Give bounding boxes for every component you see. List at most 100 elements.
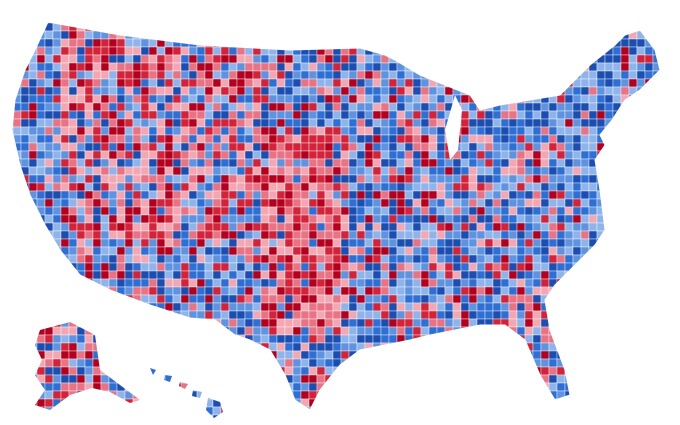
county — [292, 86, 302, 96]
county — [188, 126, 198, 136]
county — [316, 22, 326, 24]
county — [404, 182, 414, 192]
county — [540, 286, 550, 296]
county — [324, 262, 334, 272]
county — [508, 334, 518, 344]
county — [316, 334, 326, 344]
county — [580, 54, 590, 64]
county — [508, 294, 518, 304]
county — [340, 142, 350, 152]
county — [604, 206, 614, 216]
county — [348, 390, 358, 400]
county — [524, 174, 534, 184]
county — [556, 166, 566, 176]
county — [284, 414, 294, 418]
county — [492, 318, 502, 328]
county — [404, 190, 414, 200]
county — [156, 174, 166, 184]
county — [669, 351, 677, 359]
county — [476, 230, 486, 240]
county — [532, 182, 542, 192]
county — [452, 350, 462, 360]
county — [460, 166, 470, 176]
county — [116, 366, 126, 376]
county — [508, 166, 518, 176]
county — [508, 222, 518, 232]
county — [556, 150, 566, 160]
county — [212, 166, 222, 176]
county — [156, 158, 166, 168]
county — [228, 182, 238, 192]
county — [204, 406, 214, 416]
county — [556, 406, 566, 416]
county — [100, 406, 110, 416]
county — [484, 334, 494, 344]
county — [540, 22, 550, 32]
county — [452, 238, 462, 248]
county — [12, 222, 22, 232]
county — [476, 142, 486, 152]
county — [140, 382, 150, 392]
county — [116, 374, 126, 384]
county — [500, 54, 510, 64]
county — [396, 382, 406, 392]
county — [76, 86, 86, 96]
county — [580, 334, 590, 344]
county — [180, 70, 190, 80]
county — [164, 374, 174, 384]
county — [428, 414, 438, 418]
county — [612, 206, 622, 216]
county — [420, 318, 430, 328]
county — [220, 302, 230, 312]
county — [484, 262, 494, 272]
county — [508, 22, 518, 24]
county — [556, 374, 566, 384]
county — [661, 367, 669, 375]
county — [500, 286, 510, 296]
county — [364, 278, 374, 288]
county — [12, 166, 14, 176]
county — [636, 22, 646, 24]
county — [140, 270, 150, 280]
county — [36, 70, 46, 80]
county — [236, 54, 246, 64]
county — [420, 382, 430, 392]
county — [356, 390, 366, 400]
county — [661, 151, 669, 159]
county — [388, 46, 398, 56]
county — [652, 102, 660, 112]
county — [364, 182, 374, 192]
county — [260, 94, 270, 104]
county — [612, 158, 622, 168]
county — [140, 54, 150, 64]
county — [76, 54, 86, 64]
county — [132, 118, 142, 128]
county — [196, 286, 206, 296]
county — [228, 174, 238, 184]
county — [284, 350, 294, 360]
county — [620, 78, 630, 88]
county — [132, 230, 142, 240]
county — [36, 326, 46, 336]
county — [252, 54, 262, 64]
county — [388, 206, 398, 216]
county — [292, 414, 302, 418]
county — [28, 294, 38, 304]
county — [172, 350, 182, 360]
county — [669, 143, 677, 151]
county — [436, 94, 446, 104]
county — [196, 294, 206, 304]
county — [100, 78, 110, 88]
county — [420, 22, 430, 24]
county — [116, 134, 126, 144]
county — [428, 22, 438, 32]
county — [580, 358, 590, 368]
county — [436, 198, 446, 208]
county — [492, 358, 502, 368]
county — [540, 118, 550, 128]
county — [92, 70, 102, 80]
county — [604, 358, 614, 368]
county — [92, 262, 102, 272]
county — [612, 310, 622, 320]
county — [156, 254, 166, 264]
